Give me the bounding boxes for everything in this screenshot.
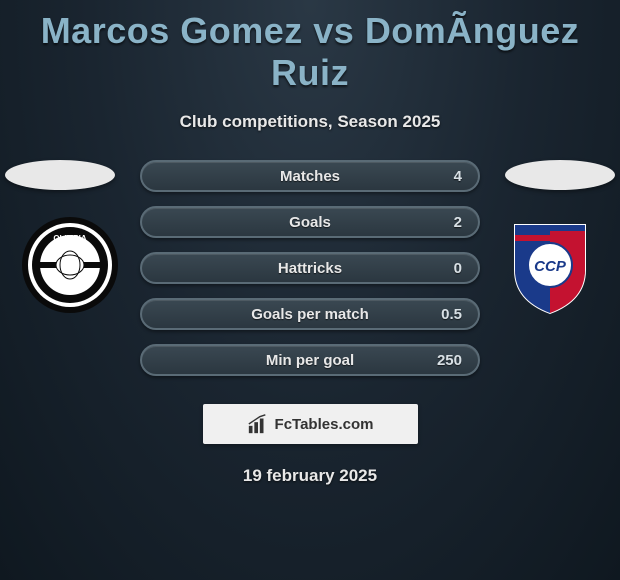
brand-footer-box: FcTables.com bbox=[203, 404, 418, 444]
stat-row: Hattricks 0 bbox=[140, 252, 480, 284]
stats-list: Matches 4 Goals 2 Hattricks 0 Goals per … bbox=[140, 160, 480, 376]
stat-label: Hattricks bbox=[278, 260, 342, 277]
stat-label: Goals bbox=[289, 214, 331, 231]
cerro-badge-icon: CCP bbox=[500, 215, 600, 315]
stat-value: 2 bbox=[454, 214, 462, 231]
stat-label: Min per goal bbox=[266, 352, 354, 369]
stat-value: 250 bbox=[437, 352, 462, 369]
player-left-oval bbox=[5, 160, 115, 190]
stat-label: Goals per match bbox=[251, 306, 369, 323]
stat-row: Goals per match 0.5 bbox=[140, 298, 480, 330]
competition-subtitle: Club competitions, Season 2025 bbox=[0, 112, 620, 132]
stat-value: 4 bbox=[454, 168, 462, 185]
stat-label: Matches bbox=[280, 168, 340, 185]
comparison-date: 19 february 2025 bbox=[0, 466, 620, 486]
olimpia-badge-icon: OLIMPIA bbox=[20, 215, 120, 315]
comparison-content: OLIMPIA CCP Matches 4 Goals 2 Hattricks bbox=[0, 160, 620, 486]
stat-value: 0 bbox=[454, 260, 462, 277]
stat-row: Goals 2 bbox=[140, 206, 480, 238]
svg-text:OLIMPIA: OLIMPIA bbox=[53, 234, 87, 243]
brand-text: FcTables.com bbox=[275, 416, 374, 433]
page-title: Marcos Gomez vs DomÃnguez Ruiz bbox=[0, 0, 620, 94]
stat-row: Matches 4 bbox=[140, 160, 480, 192]
stat-row: Min per goal 250 bbox=[140, 344, 480, 376]
bar-chart-icon bbox=[247, 413, 269, 435]
svg-text:CCP: CCP bbox=[534, 258, 567, 275]
club-badge-right: CCP bbox=[500, 215, 600, 315]
player-right-oval bbox=[505, 160, 615, 190]
club-badge-left: OLIMPIA bbox=[20, 215, 120, 315]
stat-value: 0.5 bbox=[441, 306, 462, 323]
